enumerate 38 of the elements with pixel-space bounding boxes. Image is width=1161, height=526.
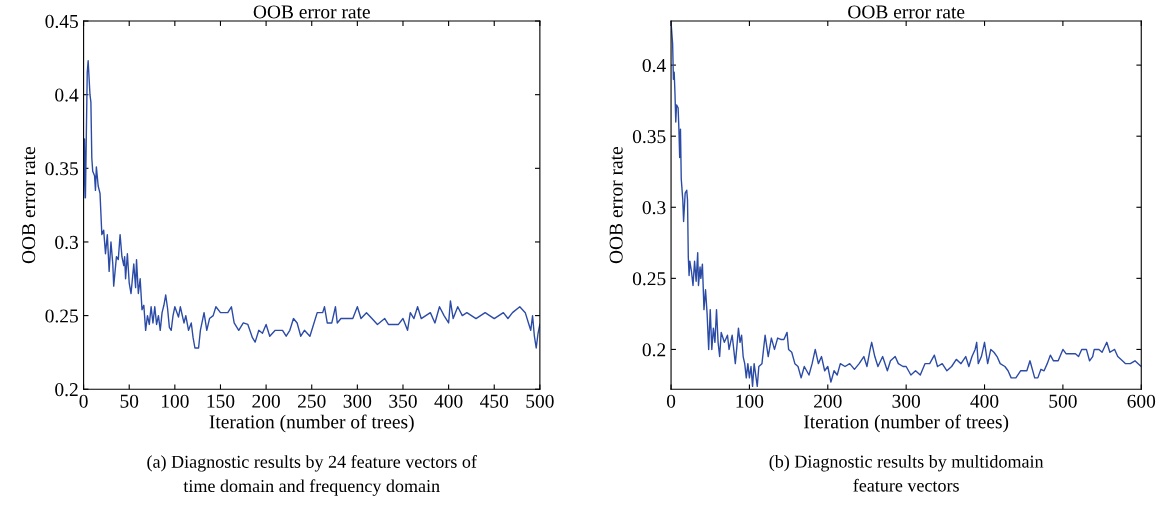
y-tick-label: 0.2	[642, 343, 666, 357]
x-tick-label: 150	[207, 394, 235, 408]
x-tick-label: 100	[161, 394, 189, 408]
x-axis-title: Iteration (number of trees)	[209, 414, 414, 433]
x-tick-label: 600	[1127, 394, 1156, 408]
y-axis-title: OOB error rate	[609, 146, 623, 264]
line-series	[83, 60, 540, 349]
text: (b) Diagnostic results by multidomain feature vectors	[769, 454, 1044, 492]
y-tick-label: 0.35	[632, 130, 666, 144]
x-tick-label: 500	[526, 394, 554, 408]
x-tick-label: 50	[120, 394, 139, 408]
y-tick-label: 0.25	[45, 309, 78, 323]
x-axis-title: Iteration (number of trees)	[804, 414, 1009, 433]
text: (a) Diagnostic results by 24 feature vectors of time domain and frequency domain	[147, 454, 477, 496]
y-tick-label: 0.4	[642, 58, 666, 73]
y-tick-label: 0.25	[632, 272, 666, 286]
x-tick-label: 350	[389, 394, 417, 408]
y-tick-label: 0.35	[45, 162, 78, 176]
x-tick-label: 300	[343, 394, 372, 408]
x-tick-label: 500	[1049, 394, 1077, 408]
chart-title: OOB error rate	[253, 5, 370, 19]
chart-title: OOB error rate	[848, 5, 965, 19]
x-tick-label: 400	[970, 394, 999, 408]
y-axis-title: OOB error rate	[22, 146, 36, 264]
x-tick-label: 250	[298, 394, 326, 408]
y-tick-label: 0.4	[55, 88, 79, 102]
x-tick-label: 0	[79, 394, 88, 408]
x-tick-label: 400	[434, 394, 463, 408]
x-tick-label: 200	[814, 394, 842, 408]
y-tick-label: 0.3	[55, 235, 78, 249]
x-tick-label: 300	[892, 394, 920, 408]
y-tick-label: 0.3	[642, 201, 666, 215]
x-tick-label: 100	[736, 394, 764, 408]
x-tick-label: 0	[666, 394, 676, 408]
y-tick-label: 0.45	[45, 14, 78, 29]
y-tick-label: 0.2	[55, 383, 78, 397]
x-tick-label: 450	[480, 394, 509, 408]
x-tick-label: 200	[252, 394, 280, 408]
